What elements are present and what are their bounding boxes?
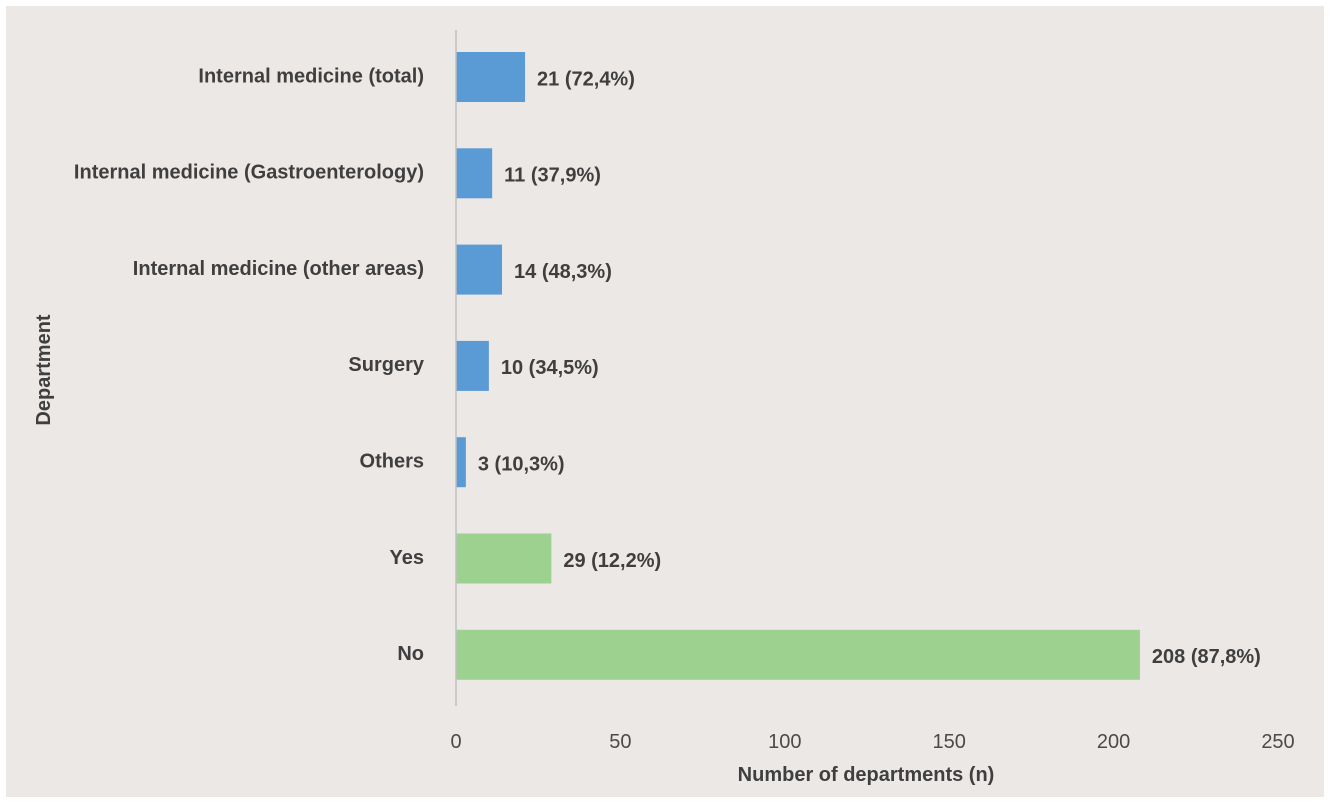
x-tick-label: 200 [1097,731,1130,753]
x-tick-label: 150 [933,731,966,753]
data-label: 11 (37,9%) [504,165,601,187]
bar [456,533,552,584]
x-tick-label: 250 [1261,731,1294,753]
bar [456,437,466,488]
data-label: 14 (48,3%) [514,261,612,283]
x-axis-title: Number of departments (n) [738,764,995,786]
data-label: 10 (34,5%) [501,357,599,379]
data-label: 21 (72,4%) [537,68,635,90]
data-label: 208 (87,8%) [1152,646,1261,668]
x-tick-labels: 0 50 100 150 200 250 [450,731,1294,753]
category-label: Yes [390,547,424,569]
y-axis-title: Department [33,314,55,425]
category-label: Internal medicine (Gastroenterology) [74,162,424,184]
bar [456,629,1140,680]
x-tick-label: 100 [768,731,801,753]
category-label: Internal medicine (total) [198,65,424,87]
x-tick-label: 0 [450,731,461,753]
bar [456,52,526,102]
bar [456,148,493,199]
category-label: Others [360,450,424,472]
data-label: 3 (10,3%) [478,453,565,475]
category-label: Internal medicine (other areas) [133,258,424,280]
category-label: No [397,643,424,665]
bar [456,340,489,391]
data-label: 29 (12,2%) [563,550,661,572]
category-label: Surgery [348,354,424,376]
bars-layer [456,52,1140,680]
bar [456,244,503,295]
x-tick-label: 50 [609,731,631,753]
labels-layer: Internal medicine (total) 21 (72,4%) Inter… [74,65,1261,668]
